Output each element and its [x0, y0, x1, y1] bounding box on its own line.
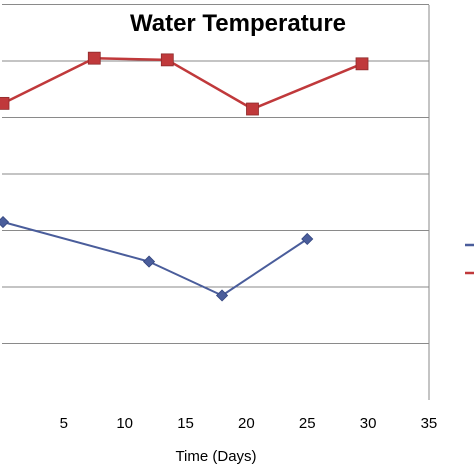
series-1-line	[2, 221, 308, 297]
grid-lines	[2, 4, 429, 344]
x-tick-label-30: 30	[360, 415, 377, 432]
series-1-point-1	[0, 215, 10, 229]
chart-title: Water Temperature	[130, 10, 346, 37]
x-tick-label-5: 5	[60, 415, 68, 432]
series-2-point-5	[355, 57, 369, 71]
series-2-point-4	[246, 102, 259, 116]
x-tick-label-10: 10	[116, 415, 133, 432]
x-tick-labels: 5 10 15 20 25 30 35	[60, 415, 438, 432]
series-2-point-3	[160, 53, 174, 67]
series-1-point-4	[301, 232, 314, 246]
series-2	[0, 51, 369, 116]
series-2-point-2	[87, 51, 101, 65]
x-tick-label-15: 15	[177, 415, 194, 432]
series-1	[0, 215, 314, 302]
series-1-point-3	[215, 289, 229, 302]
x-tick-label-20: 20	[238, 415, 255, 432]
series-2-point-1	[0, 96, 10, 110]
series-1-point-2	[142, 255, 156, 268]
series-2-line	[2, 56, 363, 111]
series-layer	[0, 51, 369, 302]
x-axis-label: Time (Days)	[175, 448, 256, 465]
x-tick-label-35: 35	[421, 415, 438, 432]
legend	[465, 243, 474, 275]
x-tick-label-25: 25	[299, 415, 316, 432]
